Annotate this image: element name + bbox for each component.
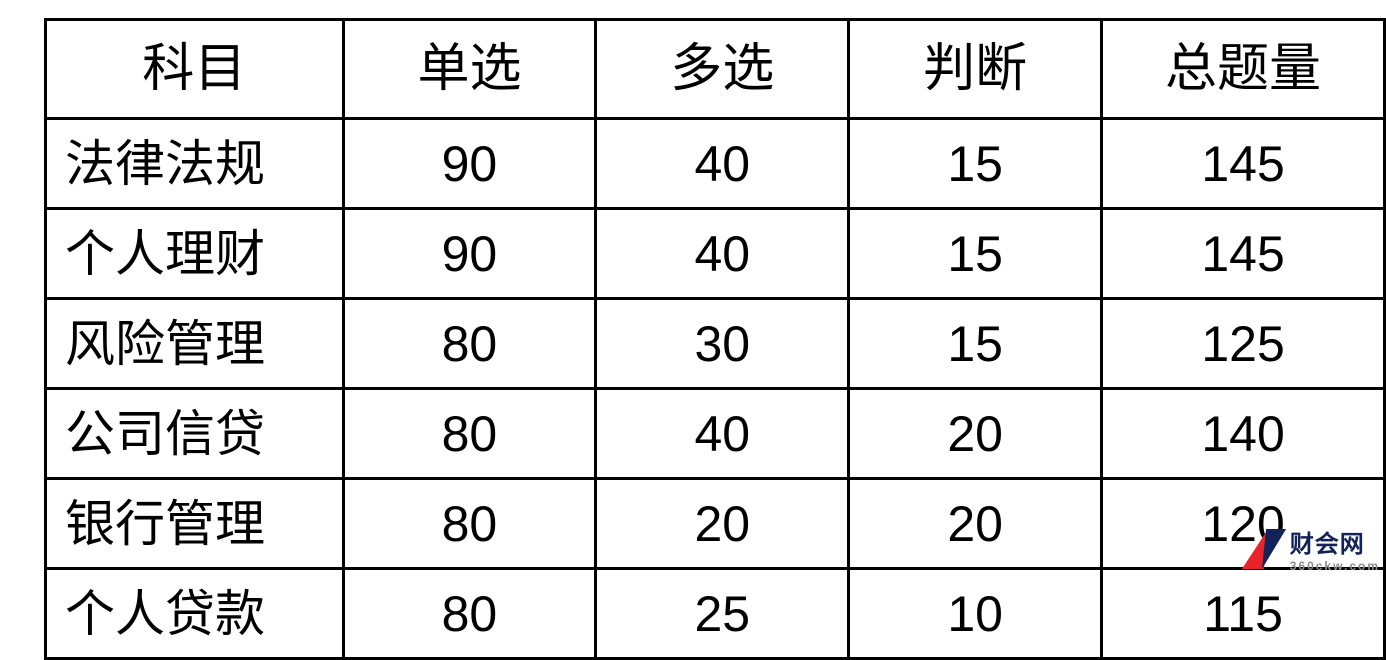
exam-table: 科目 单选 多选 判断 总题量 法律法规 90 40 15 145 个人理财 9…: [44, 18, 1386, 660]
table-header-row: 科目 单选 多选 判断 总题量: [46, 20, 1385, 119]
watermark-en: 360ckw.com: [1290, 559, 1380, 573]
table-row: 法律法规 90 40 15 145: [46, 119, 1385, 209]
table-row: 个人理财 90 40 15 145: [46, 209, 1385, 299]
cell-single: 80: [343, 299, 596, 389]
cell-single: 90: [343, 209, 596, 299]
cell-subject: 法律法规: [46, 119, 344, 209]
watermark-cn: 财会网: [1290, 524, 1380, 559]
cell-single: 80: [343, 569, 596, 659]
cell-multiple: 40: [596, 119, 849, 209]
col-subject: 科目: [46, 20, 344, 119]
cell-total: 115: [1102, 569, 1385, 659]
table-row: 风险管理 80 30 15 125: [46, 299, 1385, 389]
col-single: 单选: [343, 20, 596, 119]
cell-judge: 10: [849, 569, 1102, 659]
cell-subject: 风险管理: [46, 299, 344, 389]
cell-multiple: 40: [596, 209, 849, 299]
exam-table-container: 科目 单选 多选 判断 总题量 法律法规 90 40 15 145 个人理财 9…: [44, 18, 1386, 660]
cell-total: 145: [1102, 119, 1385, 209]
cell-subject: 个人理财: [46, 209, 344, 299]
table-row: 银行管理 80 20 20 120: [46, 479, 1385, 569]
cell-judge: 15: [849, 299, 1102, 389]
table-row: 个人贷款 80 25 10 115: [46, 569, 1385, 659]
cell-subject: 公司信贷: [46, 389, 344, 479]
cell-single: 80: [343, 479, 596, 569]
watermark-text: 财会网 360ckw.com: [1290, 524, 1380, 573]
cell-multiple: 20: [596, 479, 849, 569]
cell-single: 80: [343, 389, 596, 479]
cell-multiple: 40: [596, 389, 849, 479]
watermark: 财会网 360ckw.com: [1244, 524, 1380, 573]
table-row: 公司信贷 80 40 20 140: [46, 389, 1385, 479]
cell-total: 140: [1102, 389, 1385, 479]
cell-total: 125: [1102, 299, 1385, 389]
col-judge: 判断: [849, 20, 1102, 119]
cell-judge: 20: [849, 389, 1102, 479]
cell-total: 145: [1102, 209, 1385, 299]
cell-multiple: 25: [596, 569, 849, 659]
cell-judge: 15: [849, 209, 1102, 299]
cell-single: 90: [343, 119, 596, 209]
watermark-logo-icon: [1244, 527, 1288, 571]
cell-judge: 20: [849, 479, 1102, 569]
col-total: 总题量: [1102, 20, 1385, 119]
cell-subject: 个人贷款: [46, 569, 344, 659]
table-body: 法律法规 90 40 15 145 个人理财 90 40 15 145 风险管理…: [46, 119, 1385, 659]
col-multiple: 多选: [596, 20, 849, 119]
cell-judge: 15: [849, 119, 1102, 209]
cell-multiple: 30: [596, 299, 849, 389]
cell-subject: 银行管理: [46, 479, 344, 569]
